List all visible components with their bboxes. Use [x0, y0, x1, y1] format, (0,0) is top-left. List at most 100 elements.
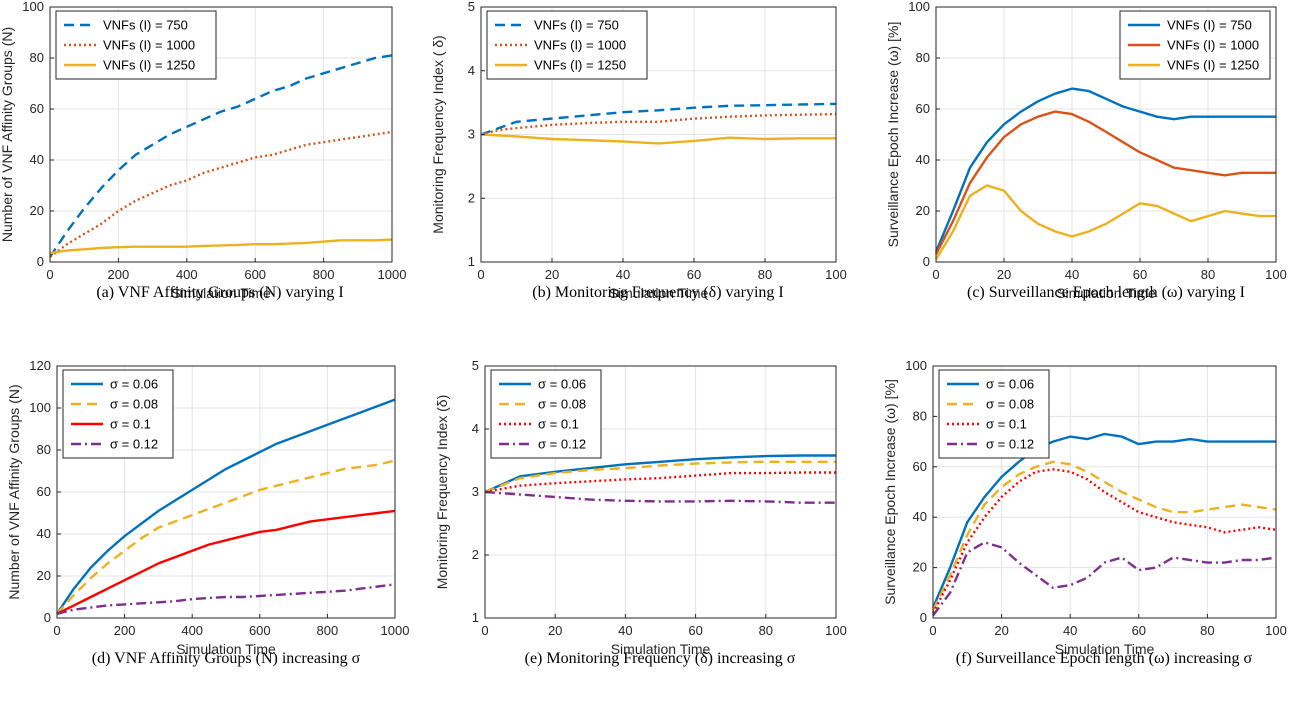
y-tick-label: 2 — [468, 190, 475, 205]
x-tick-label: 600 — [249, 623, 271, 638]
x-tick-label: 1000 — [378, 267, 407, 282]
y-tick-label: 100 — [905, 358, 927, 373]
legend-label: VNFs (I) = 1000 — [534, 38, 626, 53]
y-tick-label: 20 — [916, 203, 930, 218]
x-tick-label: 60 — [1133, 267, 1147, 282]
y-tick-label: 0 — [920, 610, 927, 625]
x-tick-label: 20 — [994, 623, 1008, 638]
legend: VNFs (I) = 750 VNFs (I) = 1000 VNFs (I) = … — [486, 10, 648, 80]
y-tick-label: 20 — [30, 203, 44, 218]
x-tick-label: 40 — [618, 623, 632, 638]
x-tick-label: 60 — [687, 267, 701, 282]
y-tick-label: 4 — [468, 63, 475, 78]
y-axis-label: Monitoring Frequency Index ( δ) — [430, 35, 446, 233]
legend-label: VNFs (I) = 1000 — [103, 38, 195, 53]
legend-label: σ = 0.08 — [986, 397, 1034, 412]
y-tick-label: 3 — [472, 484, 479, 499]
series-line-2 — [931, 460, 1277, 611]
y-tick-label: 100 — [22, 0, 44, 14]
series-line-3 — [931, 468, 1277, 614]
y-tick-label: 4 — [472, 421, 479, 436]
y-tick-label: 100 — [29, 400, 51, 415]
y-axis-label: Surveillance Epoch Increase (ω) [%] — [885, 22, 901, 248]
legend: VNFs (I) = 750 VNFs (I) = 1000 VNFs (I) = … — [55, 10, 217, 80]
chart-f: 0 20 40 60 80 100 0 20 40 60 80 100 Simulation Time S… — [882, 358, 1287, 667]
x-tick-label: 40 — [1065, 267, 1079, 282]
legend-label: VNFs (I) = 1000 — [1167, 38, 1259, 53]
y-tick-label: 1 — [472, 610, 479, 625]
legend-label: σ = 0.1 — [986, 417, 1027, 432]
series-line-1 — [931, 432, 1276, 609]
legend-label: VNFs (I) = 1250 — [103, 58, 195, 73]
x-tick-label: 100 — [1265, 267, 1287, 282]
x-tick-label: 80 — [758, 267, 772, 282]
series-line-3 — [480, 133, 836, 145]
y-tick-label: 80 — [916, 50, 930, 65]
series-line-4 — [56, 583, 396, 615]
caption: (f) Surveillance Epoch length (ω) increa… — [956, 650, 1253, 667]
x-tick-label: 0 — [477, 267, 484, 282]
legend-box — [55, 10, 217, 80]
x-tick-label: 0 — [46, 267, 53, 282]
x-tick-label: 0 — [932, 267, 939, 282]
legend-box — [490, 369, 602, 459]
legend-label: σ = 0.06 — [110, 377, 158, 392]
y-tick-label: 80 — [37, 442, 51, 457]
legend-label: σ = 0.06 — [538, 377, 586, 392]
legend-label: σ = 0.12 — [986, 437, 1034, 452]
series-line-2 — [49, 130, 393, 258]
caption: (e) Monitoring Frequency (δ) increasing … — [525, 650, 796, 667]
x-tick-label: 800 — [313, 267, 335, 282]
series-group — [934, 87, 1276, 261]
y-tick-label: 120 — [29, 358, 51, 373]
x-axis-label: Simulation Time — [611, 641, 711, 657]
x-tick-label: 0 — [53, 623, 60, 638]
x-tick-label: 400 — [181, 623, 203, 638]
y-tick-label: 60 — [913, 459, 927, 474]
series-line-2 — [56, 459, 396, 615]
series-group — [49, 54, 393, 258]
legend: VNFs (I) = 750 VNFs (I) = 1000 VNFs (I) = … — [1119, 10, 1271, 80]
x-axis-label: Simulation Time — [1055, 641, 1155, 657]
x-axis-label: Simulation Time — [609, 285, 709, 301]
series-line-2 — [480, 112, 837, 136]
caption: (a) VNF Affinity Groups (N) varying I — [96, 284, 343, 301]
series-line-1 — [484, 454, 836, 494]
legend-label: σ = 0.06 — [986, 377, 1034, 392]
x-tick-label: 200 — [108, 267, 130, 282]
series-line-1 — [56, 398, 396, 615]
legend: σ = 0.06 σ = 0.08 σ = 0.1 σ = 0.12 — [490, 369, 602, 459]
series-line-1 — [480, 102, 837, 136]
axes-box — [49, 6, 393, 263]
x-tick-label: 40 — [616, 267, 630, 282]
legend-label: VNFs (I) = 1250 — [534, 58, 626, 73]
series-line-4 — [484, 490, 836, 504]
y-tick-label: 40 — [37, 526, 51, 541]
series-line-2 — [934, 110, 1276, 255]
series-line-1 — [49, 54, 393, 258]
caption: (b) Monitoring Frequency (δ) varying I — [532, 284, 783, 301]
y-tick-label: 80 — [913, 408, 927, 423]
y-axis-label: Monitoring Frequency Index (δ) — [434, 395, 450, 590]
y-tick-label: 100 — [908, 0, 930, 14]
legend-label: VNFs (I) = 750 — [534, 18, 619, 33]
legend-label: σ = 0.08 — [538, 397, 586, 412]
axes-box — [935, 6, 1277, 263]
legend-label: VNFs (I) = 750 — [1167, 18, 1252, 33]
x-tick-label: 20 — [997, 267, 1011, 282]
x-tick-label: 40 — [1063, 623, 1077, 638]
series-group — [56, 398, 396, 615]
y-tick-label: 3 — [468, 127, 475, 142]
y-tick-label: 5 — [472, 358, 479, 373]
y-tick-label: 40 — [30, 152, 44, 167]
legend-box — [486, 10, 648, 80]
y-tick-label: 60 — [30, 101, 44, 116]
y-axis-label: Number of VNF Affinity Groups (N) — [0, 27, 15, 242]
y-axis-label: Number of VNF Affinity Groups (N) — [6, 384, 22, 599]
x-tick-label: 80 — [1200, 623, 1214, 638]
x-tick-label: 20 — [548, 623, 562, 638]
x-tick-label: 200 — [114, 623, 136, 638]
x-axis-label: Simulation Time — [176, 641, 276, 657]
y-tick-label: 60 — [916, 101, 930, 116]
